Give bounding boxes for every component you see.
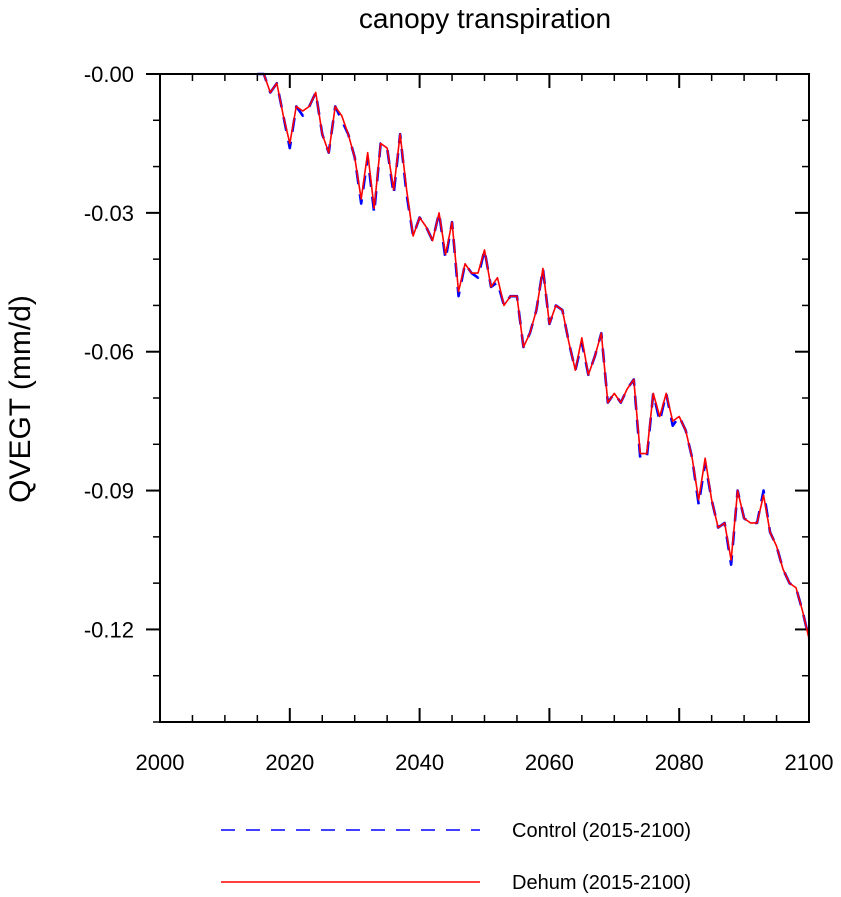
series-line-dehum [257,73,810,639]
y-axis-label: QVEGT (mm/d) [4,295,37,503]
x-tick-label: 2020 [265,750,314,775]
axis-ticks [146,73,810,723]
y-tick-label: -0.09 [84,479,134,504]
y-tick-label: -0.00 [84,62,134,87]
y-tick-label: -0.06 [84,340,134,365]
x-tick-label: 2000 [136,750,185,775]
y-tick-label: -0.12 [84,617,134,642]
axis-tick-labels: 2000 2020 2040 2060 2080 2100 -0.00 -0.03 -0.06 -… [84,62,834,775]
series-group [257,72,811,639]
x-tick-label: 2100 [785,750,834,775]
legend: Control (2015-2100) Dehum (2015-2100) [221,820,691,894]
legend-label: Control (2015-2100) [512,820,691,842]
x-tick-label: 2060 [525,750,574,775]
series-line-control [257,72,811,639]
y-tick-label: -0.03 [84,201,134,226]
chart-title: canopy transpiration [359,3,611,34]
legend-label: Dehum (2015-2100) [512,872,691,894]
plot-frame [159,73,810,723]
x-tick-label: 2080 [655,750,704,775]
x-tick-label: 2040 [395,750,444,775]
